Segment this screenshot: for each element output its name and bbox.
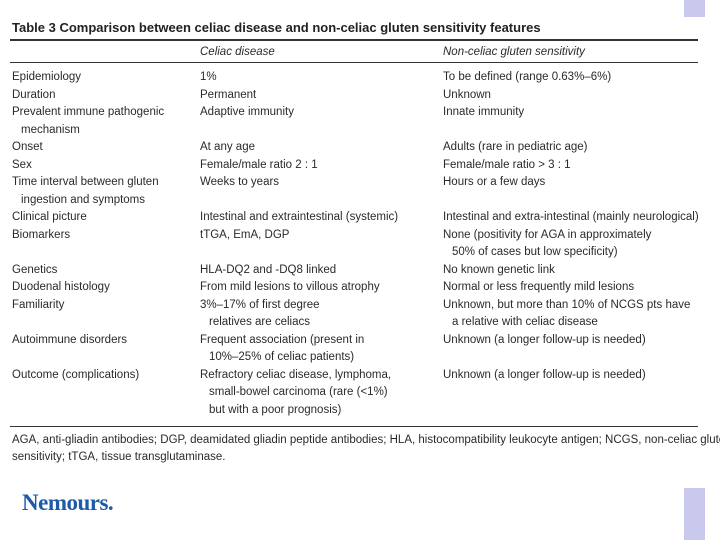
cell: Intestinal and extra-intestinal (mainly …	[443, 211, 699, 223]
cell: 10%–25% of celiac patients)	[209, 351, 355, 363]
row-label: Time interval between gluten	[12, 176, 159, 188]
cell: Female/male ratio 2 : 1	[200, 158, 318, 171]
cell: To be defined (range 0.63%–6%)	[443, 71, 612, 83]
row-label: mechanism	[21, 123, 80, 136]
cell: Intestinal and extraintestinal (systemic…	[200, 211, 399, 223]
cell: 1%	[200, 71, 217, 83]
rule	[10, 426, 698, 427]
row-label: Onset	[12, 141, 43, 153]
cell: Hours or a few days	[443, 176, 546, 188]
cell: HLA-DQ2 and -DQ8 linked	[200, 263, 337, 276]
cell: Refractory celiac disease, lymphoma,	[200, 368, 392, 381]
cell: Unknown (a longer follow-up is needed)	[443, 333, 646, 346]
cell: 3%–17% of first degree	[200, 298, 320, 311]
cell: but with a poor prognosis)	[209, 403, 342, 416]
row-label: Epidemiology	[12, 71, 82, 83]
cell: Frequent association (present in	[200, 333, 365, 346]
row-label: Genetics	[12, 263, 58, 276]
cell: 50% of cases but low specificity)	[452, 246, 618, 258]
cell: Female/male ratio > 3 : 1	[443, 158, 571, 171]
cell: Adults (rare in pediatric age)	[443, 141, 588, 153]
cell: From mild lesions to villous atrophy	[200, 281, 380, 293]
column-header: Non-celiac gluten sensitivity	[443, 46, 585, 58]
row-label: Familiarity	[12, 298, 65, 311]
cell: small-bowel carcinoma (rare (<1%)	[209, 386, 388, 398]
cell: Unknown (a longer follow-up is needed)	[443, 368, 646, 381]
row-label: Duodenal histology	[12, 281, 110, 293]
rule	[10, 39, 698, 41]
row-label: Autoimmune disorders	[12, 333, 128, 346]
corner-block	[684, 488, 705, 540]
footnote-line: sensitivity; tTGA, tissue transglutamina…	[12, 451, 226, 463]
cell: Weeks to years	[200, 176, 280, 188]
cell: Innate immunity	[443, 106, 525, 118]
logo: Nemours.	[22, 490, 114, 515]
cell: relatives are celiacs	[209, 316, 310, 328]
corner-block	[684, 0, 705, 17]
row-label: Outcome (complications)	[12, 368, 140, 381]
row-label: Duration	[12, 88, 56, 101]
row-label: Sex	[12, 158, 32, 171]
cell: Unknown, but more than 10% of NCGS pts h…	[443, 298, 691, 311]
row-label: ingestion and symptoms	[21, 193, 146, 206]
cell: At any age	[200, 141, 255, 153]
rule	[10, 62, 698, 63]
footnote-line: AGA, anti-gliadin antibodies; DGP, deami…	[12, 434, 720, 446]
row-label: Biomarkers	[12, 228, 71, 241]
cell: a relative with celiac disease	[452, 316, 598, 328]
row-label: Prevalent immune pathogenic	[12, 106, 165, 118]
cell: Unknown	[443, 88, 491, 101]
cell: Adaptive immunity	[200, 106, 294, 118]
column-header: Celiac disease	[200, 46, 275, 58]
cell: Permanent	[200, 88, 257, 101]
cell: No known genetic link	[443, 263, 555, 276]
cell: tTGA, EmA, DGP	[200, 228, 290, 241]
table-title: Table 3 Comparison between celiac diseas…	[12, 20, 541, 35]
cell: None (positivity for AGA in approximatel…	[443, 228, 652, 241]
row-label: Clinical picture	[12, 211, 87, 223]
cell: Normal or less frequently mild lesions	[443, 281, 635, 293]
